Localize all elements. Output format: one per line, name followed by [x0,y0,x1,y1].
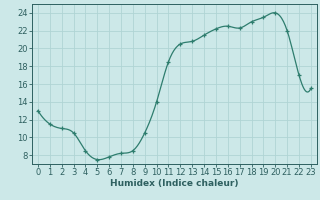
X-axis label: Humidex (Indice chaleur): Humidex (Indice chaleur) [110,179,239,188]
